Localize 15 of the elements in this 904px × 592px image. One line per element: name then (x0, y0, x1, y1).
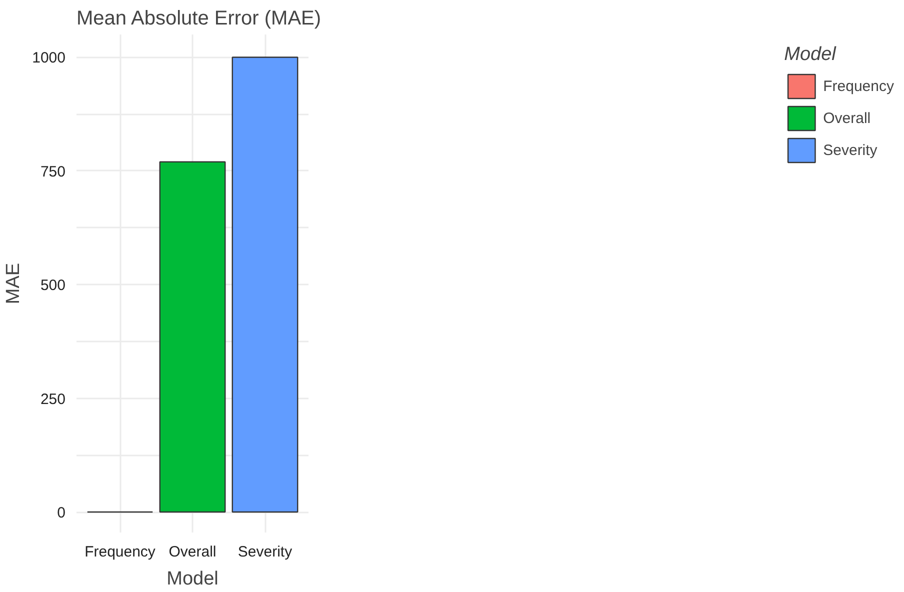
legend-title: Model (784, 44, 838, 66)
chart-title: Mean Absolute Error (MAE) (76, 8, 322, 30)
y-tick-label: 0 (57, 504, 66, 522)
y-tick-label: 1000 (32, 50, 66, 67)
x-tick-label: Severity (238, 544, 293, 560)
y-tick-label: 500 (40, 277, 66, 294)
legend-label: Frequency (823, 78, 894, 94)
y-axis-title: MAE (3, 262, 24, 304)
y-tick-label: 250 (40, 390, 66, 408)
x-axis-title: Model (166, 568, 218, 590)
legend-label: Overall (823, 110, 871, 126)
x-tick-label: Overall (168, 544, 216, 560)
y-tick-label: 750 (40, 163, 66, 180)
legend-label: Severity (823, 142, 878, 158)
x-tick-label: Frequency (84, 544, 156, 560)
